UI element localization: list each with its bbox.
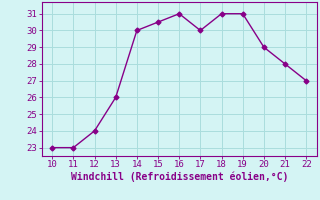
X-axis label: Windchill (Refroidissement éolien,°C): Windchill (Refroidissement éolien,°C) — [70, 172, 288, 182]
